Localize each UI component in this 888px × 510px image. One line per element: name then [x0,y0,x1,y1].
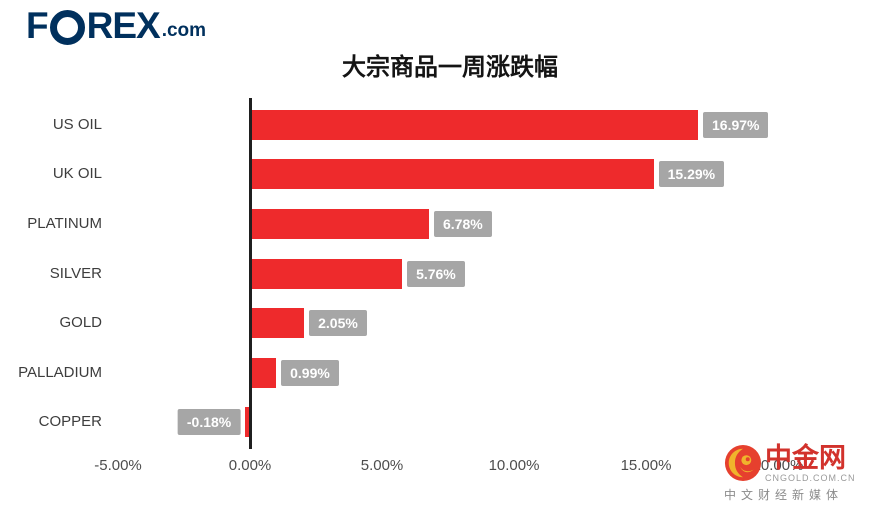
bar [250,258,403,289]
forex-logo: F REX .com [26,6,206,46]
bar-chart: US OIL 16.97% UK OIL 15.29% PLATINUM 6.78% SIL… [0,98,888,475]
cngold-phoenix-icon [724,444,762,482]
bar [250,109,698,140]
bar-value-label: 15.29% [658,161,725,188]
category-label: COPPER [38,413,102,431]
category-label: UK OIL [52,165,102,183]
watermark-domain: CNGOLD.COM.CN [765,473,856,483]
bar-value-label: 5.76% [407,260,465,287]
x-axis-tick-label: 20.00% [752,457,804,475]
x-axis-tick-label: 15.00% [620,457,672,475]
bar [245,407,250,438]
category-label: US OIL [52,115,102,133]
logo-letter-f: F [26,5,49,46]
bar [250,209,429,239]
bar-value-label: -0.18% [177,409,241,436]
x-axis-tick-label: -5.00% [94,457,142,475]
logo-letters-rex: REX [86,5,161,46]
watermark-tagline: 中文财经新媒体 [724,488,844,502]
logo-com-suffix: .com [161,20,207,41]
category-label: PALLADIUM [18,363,102,381]
bar-value-label: 6.78% [433,211,492,237]
bar [250,159,654,190]
x-axis-tick-label: 5.00% [360,457,404,475]
cngold-watermark: 中金网 CNGOLD.COM.CN 中文财经新媒体 [724,444,884,503]
x-axis-tick-label: 0.00% [228,457,272,475]
category-label: PLATINUM [27,215,102,232]
x-axis-tick-label: 10.00% [488,457,540,475]
watermark-name: 中金网 [765,443,846,473]
chart-title: 大宗商品一周涨跌幅 [342,54,558,81]
category-label: GOLD [59,314,102,332]
zero-axis-line [248,98,252,450]
bar-value-label: 16.97% [703,111,769,138]
bar-value-label: 2.05% [309,310,367,337]
category-label: SILVER [49,264,102,282]
bar [250,308,305,339]
bar-value-label: 0.99% [281,359,339,386]
bar [250,357,277,388]
logo-o-ring-icon [49,9,85,45]
